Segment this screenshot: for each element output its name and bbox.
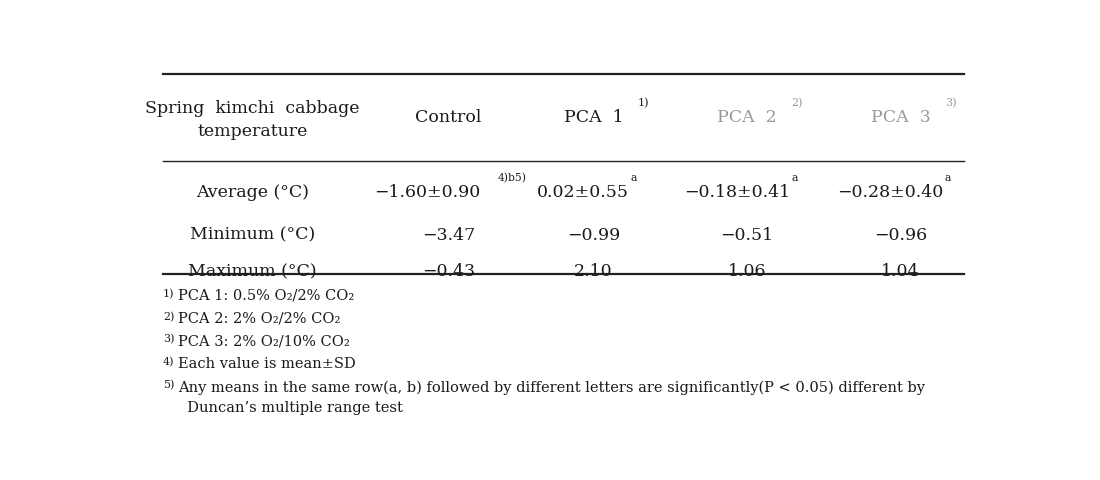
Text: Each value is mean±SD: Each value is mean±SD [178,357,356,372]
Text: PCA 3: 2% O₂/10% CO₂: PCA 3: 2% O₂/10% CO₂ [178,335,350,348]
Text: 1): 1) [638,97,649,108]
Text: Minimum (°C): Minimum (°C) [190,227,316,243]
Text: 3): 3) [945,97,957,108]
Text: −0.99: −0.99 [566,227,620,243]
Text: −0.28±0.40: −0.28±0.40 [837,184,944,201]
Text: a: a [945,173,952,183]
Text: 5): 5) [163,380,175,391]
Text: 4)b5): 4)b5) [498,173,527,184]
Text: 2): 2) [791,97,803,108]
Text: 1.04: 1.04 [881,264,920,280]
Text: PCA 1: 0.5% O₂/2% CO₂: PCA 1: 0.5% O₂/2% CO₂ [178,288,354,302]
Text: −0.96: −0.96 [873,227,927,243]
Text: PCA  3: PCA 3 [870,109,931,126]
Text: −0.43: −0.43 [422,264,475,280]
Text: 2): 2) [163,312,175,322]
Text: −1.60±0.90: −1.60±0.90 [374,184,481,201]
Text: −3.47: −3.47 [422,227,475,243]
Text: Duncan’s multiple range test: Duncan’s multiple range test [178,401,404,415]
Text: 1.06: 1.06 [728,264,767,280]
Text: PCA  2: PCA 2 [717,109,777,126]
Text: 0.02±0.55: 0.02±0.55 [538,184,629,201]
Text: 1): 1) [163,288,175,299]
Text: Maximum (°C): Maximum (°C) [188,264,317,280]
Text: PCA 2: 2% O₂/2% CO₂: PCA 2: 2% O₂/2% CO₂ [178,312,341,325]
Text: a: a [630,173,637,183]
Text: temperature: temperature [197,123,308,140]
Text: −0.18±0.41: −0.18±0.41 [684,184,790,201]
Text: 4): 4) [163,357,175,368]
Text: 2.10: 2.10 [574,264,613,280]
Text: Average (°C): Average (°C) [196,184,309,201]
Text: −0.51: −0.51 [720,227,773,243]
Text: PCA  1: PCA 1 [564,109,624,126]
Text: Control: Control [416,109,482,126]
Text: a: a [791,173,798,183]
Text: Spring  kimchi  cabbage: Spring kimchi cabbage [145,100,360,117]
Text: 3): 3) [163,335,175,345]
Text: Any means in the same row(a, b) followed by different letters are significantly(: Any means in the same row(a, b) followed… [178,380,925,395]
